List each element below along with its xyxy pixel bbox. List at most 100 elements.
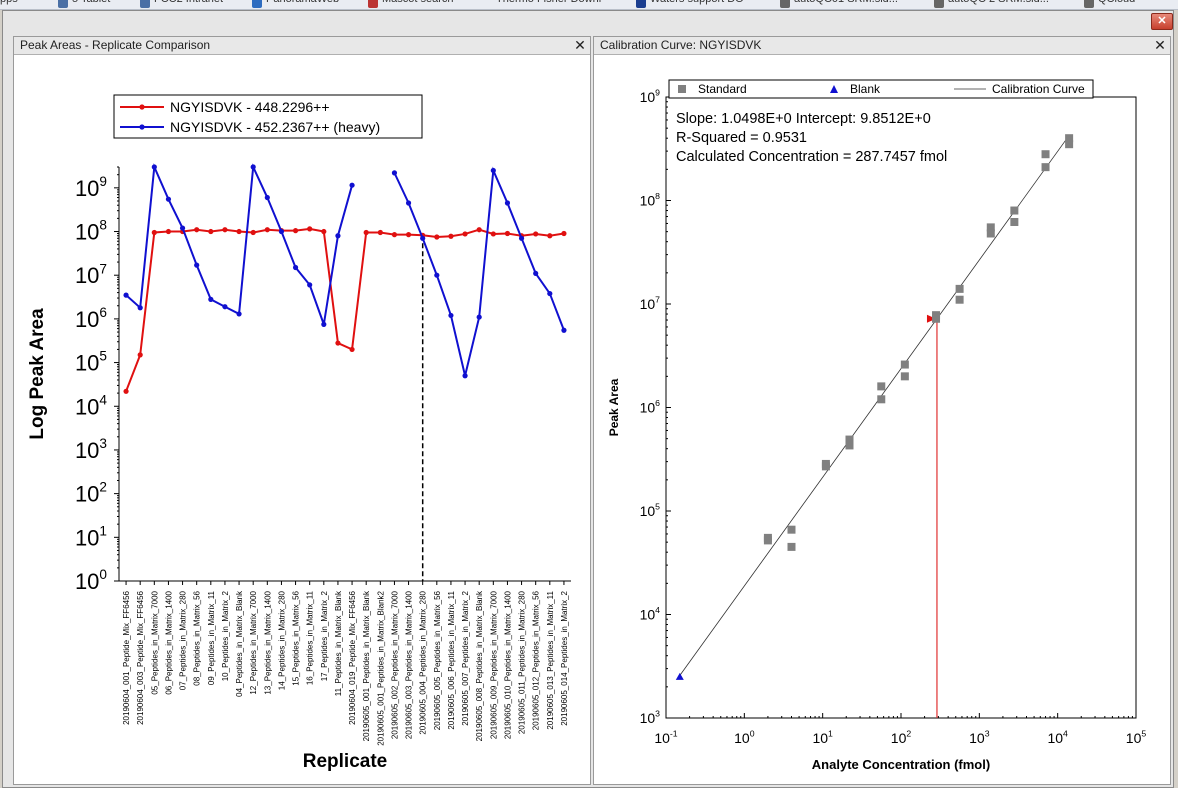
- peak-areas-chart[interactable]: 100 101 102 103 104 105 106 107 108 109 20190604_0…: [14, 55, 590, 783]
- calibration-curve-panel-title-text: Calibration Curve: NGYISDVK: [600, 38, 762, 52]
- legend-label: NGYISDVK - 448.2296++: [170, 99, 330, 115]
- bookmark-item[interactable]: autoQC01 SRM.sld...: [794, 0, 898, 5]
- x-tick-label: 102: [891, 729, 912, 746]
- data-point: [561, 327, 567, 333]
- data-point: [349, 182, 355, 188]
- legend-label: Calibration Curve: [992, 82, 1085, 96]
- x-tick-label: 104: [1047, 729, 1068, 746]
- calibration-curve-panel-title: Calibration Curve: NGYISDVK ✕: [594, 37, 1170, 55]
- legend-label: Blank: [850, 82, 881, 96]
- y-tick-label: 109: [640, 88, 661, 105]
- legend: NGYISDVK - 448.2296++ NGYISDVK - 452.2367…: [113, 94, 423, 139]
- bookmark-favicon-icon[interactable]: [368, 0, 378, 8]
- standard-point: [1065, 140, 1074, 149]
- standard-point: [763, 533, 772, 542]
- standard-point: [1065, 134, 1074, 143]
- standard-point: [877, 395, 886, 404]
- y-tick-label: 106: [640, 398, 661, 415]
- data-point: [292, 264, 299, 271]
- data-point: [278, 228, 285, 235]
- data-point: [165, 228, 172, 235]
- bookmark-item[interactable]: Waters support DO: [650, 0, 744, 5]
- data-point: [123, 388, 129, 394]
- y-tick-label: 104: [640, 605, 661, 622]
- fit-annotation: R-Squared = 0.9531: [676, 130, 807, 146]
- peak-areas-panel: Peak Areas - Replicate Comparison ✕ 100 1…: [13, 36, 591, 785]
- x-tick-label: 20190605_013_Peptides_in_Matrix_11: [546, 590, 555, 729]
- standard-point: [1010, 206, 1019, 215]
- data-point: [123, 292, 129, 298]
- peak-areas-panel-title: Peak Areas - Replicate Comparison ✕: [14, 37, 590, 55]
- fit-annotation: Calculated Concentration = 287.7457 fmol: [676, 149, 947, 165]
- bookmark-favicon-icon[interactable]: [1084, 0, 1094, 8]
- data-point: [434, 234, 440, 240]
- bookmark-favicon-icon[interactable]: [636, 0, 646, 8]
- y-tick-label: 109: [75, 174, 107, 201]
- y-tick-label: 101: [75, 523, 107, 550]
- data-point: [292, 228, 299, 234]
- standard-point: [932, 311, 941, 320]
- data-point: [236, 228, 242, 235]
- data-point: [391, 170, 398, 176]
- data-point: [307, 226, 313, 232]
- calibration-curve-line: [679, 135, 1070, 676]
- bookmark-item[interactable]: 5 Tablet: [72, 0, 110, 5]
- calibration-curve-panel-close-icon[interactable]: ✕: [1154, 37, 1166, 53]
- data-point: [518, 235, 525, 241]
- calibration-curve-chart[interactable]: 103 104 105 106 107 108 109 10-1 100 101 102 103 104…: [594, 55, 1170, 783]
- data-point: [222, 304, 228, 310]
- bookmark-item[interactable]: FCC2 Intranet: [154, 0, 223, 5]
- bookmark-item[interactable]: QCloud: [1098, 0, 1135, 5]
- x-tick-label: 08_Peptides_in_Matrix_56: [193, 590, 202, 685]
- bookmark-item[interactable]: Thermo Fisher Downl: [496, 0, 601, 5]
- x-tick-label: 20190605_002_Peptides_in_Matrix_7000: [390, 590, 399, 739]
- blank-point: [675, 672, 684, 680]
- x-tick-label: 06_Peptides_in_Matrix_1400: [164, 590, 173, 694]
- bookmark-item[interactable]: Mascot search: [382, 0, 454, 5]
- data-point: [208, 296, 214, 302]
- y-axis-label: Log Peak Area: [27, 308, 48, 440]
- standard-point: [1010, 217, 1019, 226]
- bookmark-item[interactable]: pps: [0, 0, 18, 5]
- bookmark-favicon-icon[interactable]: [140, 0, 150, 8]
- x-tick-label: 07_Peptides_in_Matrix_280: [179, 590, 188, 690]
- x-tick-label: 101: [812, 729, 833, 746]
- bookmark-item[interactable]: autoQC 2 SRM.sld...: [948, 0, 1049, 5]
- standard-point: [955, 284, 964, 293]
- x-tick-label: 20190605_004_Peptides_in_Matrix_280: [419, 590, 428, 734]
- bookmark-favicon-icon[interactable]: [780, 0, 790, 8]
- data-point: [264, 227, 270, 233]
- data-point: [462, 231, 468, 237]
- window-close-button[interactable]: ✕: [1151, 13, 1173, 30]
- standard-point: [821, 459, 830, 468]
- standard-point: [986, 229, 995, 238]
- standard-point: [1041, 150, 1050, 159]
- x-tick-label: 09_Peptides_in_Matrix_11: [207, 590, 216, 685]
- y-axis-label: Peak Area: [607, 378, 621, 436]
- peak-areas-panel-close-icon[interactable]: ✕: [574, 37, 586, 53]
- bookmarks-bar: pps 5 Tablet FCC2 Intranet PanoramaWeb Masco…: [0, 0, 1178, 10]
- standard-point: [877, 382, 886, 391]
- standard-point: [787, 542, 796, 551]
- data-point: [321, 228, 327, 235]
- data-point: [490, 167, 496, 174]
- data-point: [321, 321, 327, 327]
- data-point: [490, 231, 496, 237]
- data-point: [194, 227, 200, 233]
- data-point: [476, 227, 482, 233]
- y-tick-label: 103: [640, 709, 661, 726]
- bookmark-favicon-icon[interactable]: [252, 0, 262, 8]
- y-tick-label: 107: [75, 261, 107, 288]
- bookmark-favicon-icon[interactable]: [58, 0, 68, 8]
- x-tick-label: 17_Peptides_in_Matrix_2: [320, 590, 329, 681]
- bookmark-favicon-icon[interactable]: [934, 0, 944, 8]
- x-tick-label: 20190605_008_Peptides_in_Matrix_Blank: [475, 590, 484, 741]
- y-tick-label: 108: [640, 191, 661, 208]
- x-tick-label: 20190605_010_Peptides_in_Matrix_1400: [503, 590, 512, 739]
- x-tick-label: 14_Peptides_in_Matrix_280: [277, 590, 286, 690]
- data-point: [151, 164, 157, 170]
- x-tick-label: 04_Peptides_in_Matrix_Blank: [235, 590, 244, 697]
- standard-point: [1041, 163, 1050, 172]
- x-tick-label: 20190605_003_Peptides_in_Matrix_1400: [405, 590, 414, 739]
- bookmark-item[interactable]: PanoramaWeb: [266, 0, 339, 5]
